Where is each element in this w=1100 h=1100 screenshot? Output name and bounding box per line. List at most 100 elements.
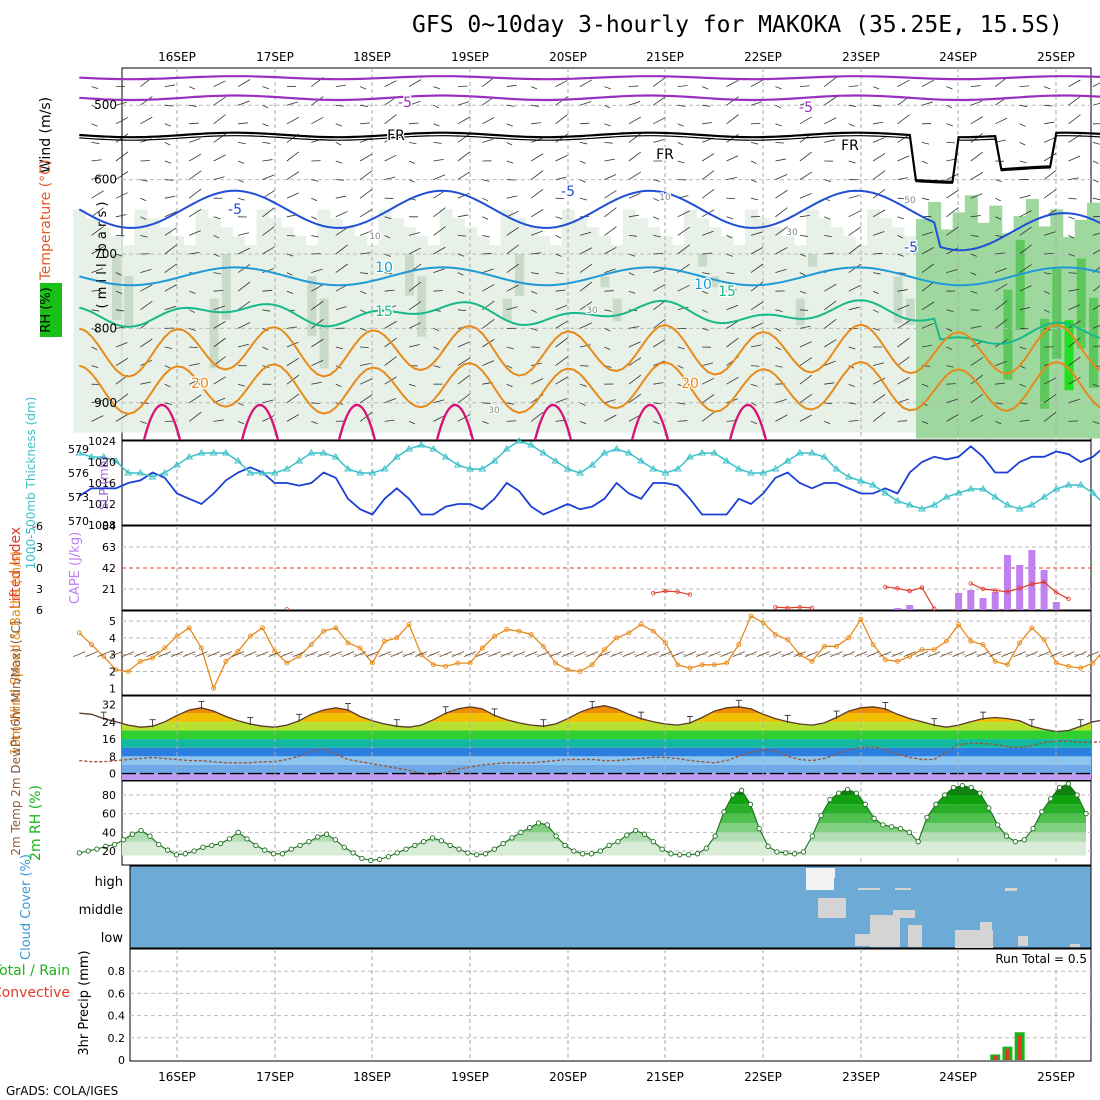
rh-marker bbox=[871, 815, 877, 821]
wind-speed-marker bbox=[406, 621, 412, 627]
wind-speed-marker bbox=[272, 648, 278, 654]
cape-bar bbox=[1052, 602, 1060, 610]
wind-barb bbox=[433, 207, 446, 218]
rh-shade-cell bbox=[720, 236, 734, 433]
wind-barb bbox=[359, 394, 373, 404]
wind-speed-marker bbox=[150, 655, 156, 661]
rh-marker bbox=[456, 846, 462, 852]
rh-shade-cell bbox=[1088, 297, 1098, 388]
wind-barb bbox=[775, 328, 782, 332]
rh-shade-cell bbox=[940, 229, 954, 439]
rh-shade-cell bbox=[124, 276, 134, 327]
li-marker bbox=[809, 605, 815, 611]
rh-axis-label: RH (%) bbox=[39, 287, 54, 332]
rh-shade-cell bbox=[319, 298, 329, 369]
rh-marker bbox=[306, 839, 312, 845]
thickness-marker bbox=[380, 465, 389, 472]
wind-barb bbox=[824, 179, 832, 182]
wind-speed-marker bbox=[76, 630, 82, 636]
rh-tick-label: 80 bbox=[102, 789, 116, 802]
wind-barb bbox=[91, 328, 98, 332]
wind-barb bbox=[140, 116, 153, 125]
thickness-marker bbox=[857, 477, 865, 484]
wind-barb bbox=[775, 247, 788, 255]
wind-barb bbox=[384, 154, 397, 162]
wind-barb bbox=[286, 414, 300, 422]
wind-barb bbox=[164, 305, 177, 311]
wind-barb bbox=[1092, 345, 1100, 348]
wind-barb-10m bbox=[109, 651, 123, 658]
wind-barb bbox=[1043, 137, 1056, 143]
wind-barb bbox=[995, 283, 1008, 292]
wind-barb bbox=[921, 263, 935, 273]
precip-ticks: 0.8 0.6 0.4 0.2 0 bbox=[108, 965, 126, 1067]
rh-marker bbox=[465, 850, 471, 856]
wind-barb bbox=[775, 268, 787, 273]
wind-barb bbox=[579, 160, 586, 164]
thickness-marker bbox=[649, 465, 658, 472]
wind-barb bbox=[530, 153, 544, 162]
wind-barb bbox=[1043, 170, 1057, 180]
rh-marker bbox=[270, 851, 277, 857]
contour-label: 10 bbox=[659, 193, 671, 203]
wind-barb bbox=[360, 104, 368, 107]
temp-tick-label: 24 bbox=[102, 716, 116, 729]
slp-tick-label: 1016 bbox=[88, 477, 116, 490]
wind-barb bbox=[750, 160, 757, 164]
wind-barb bbox=[750, 301, 764, 311]
thickness-marker bbox=[1052, 485, 1061, 492]
rh-shade-cell bbox=[1052, 268, 1062, 359]
rh-marker bbox=[986, 805, 992, 811]
rh-shade-cell bbox=[464, 227, 478, 433]
cloud-row-label: middle bbox=[79, 903, 123, 918]
wind-barb bbox=[799, 171, 813, 180]
wind-barb-10m bbox=[818, 651, 831, 658]
wind-barb-10m bbox=[781, 651, 794, 658]
rh-shade-cell bbox=[1015, 239, 1025, 330]
rh-marker bbox=[209, 842, 215, 849]
wind-barb bbox=[164, 284, 177, 292]
wind-barb bbox=[873, 328, 881, 331]
wind-barb bbox=[360, 252, 371, 255]
wind-speed-marker bbox=[650, 628, 656, 634]
wind-barb bbox=[555, 176, 567, 180]
wind-speed-marker bbox=[504, 627, 510, 632]
rh-shade-cell bbox=[977, 222, 991, 439]
wind-speed-marker bbox=[968, 638, 974, 644]
wind-barb bbox=[408, 281, 422, 292]
wind-barb bbox=[555, 96, 568, 106]
rh-marker bbox=[200, 844, 206, 850]
wind-barb bbox=[1019, 210, 1032, 218]
wind-barb bbox=[164, 365, 171, 369]
pressure-tick-label: 500 bbox=[94, 98, 117, 112]
wind-barb bbox=[262, 123, 269, 127]
wind-barb-10m bbox=[891, 651, 904, 658]
wind-barb bbox=[872, 170, 886, 180]
rh-marker bbox=[853, 790, 860, 796]
wind-barb-10m bbox=[1001, 651, 1014, 658]
thickness-marker bbox=[1027, 501, 1036, 508]
wind-barb bbox=[677, 226, 690, 236]
wind-barb bbox=[946, 414, 959, 422]
wind-barb bbox=[726, 337, 739, 348]
wind-barb-10m bbox=[427, 651, 440, 658]
rh-marker bbox=[156, 841, 162, 848]
wind-speed-marker bbox=[785, 637, 791, 643]
wind-speed-marker bbox=[235, 648, 241, 654]
wind-speed-marker bbox=[638, 621, 644, 627]
wind-barb bbox=[1092, 249, 1100, 255]
temperature-axis-label: Temperature (°C) bbox=[38, 160, 54, 282]
rh-shade-cell bbox=[586, 227, 600, 433]
cloud-frame bbox=[129, 865, 1092, 949]
wind-barb bbox=[824, 96, 837, 106]
wind-barb bbox=[359, 153, 373, 162]
li-marker bbox=[931, 606, 937, 611]
wind-barb bbox=[530, 209, 544, 218]
wind-barb bbox=[1092, 285, 1100, 292]
rh-marker bbox=[262, 847, 268, 853]
rh-marker bbox=[995, 822, 1001, 828]
wind-barb-10m bbox=[451, 651, 465, 658]
wind-barb-10m bbox=[512, 651, 526, 658]
rh-shade-cell bbox=[612, 298, 622, 322]
contour-label: 30 bbox=[488, 406, 500, 416]
